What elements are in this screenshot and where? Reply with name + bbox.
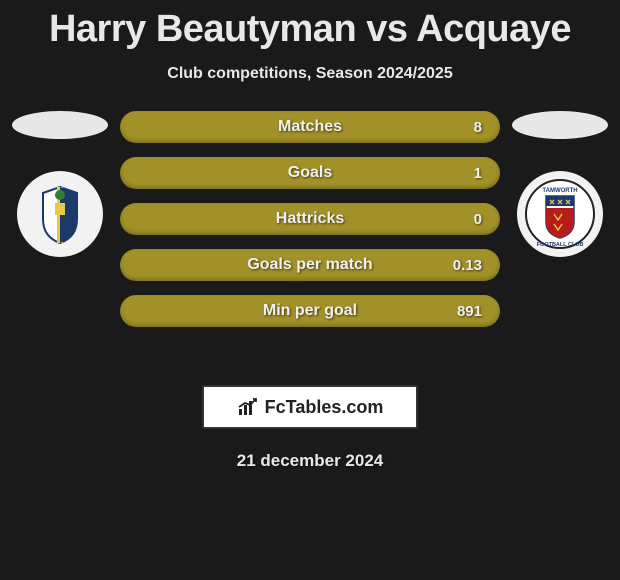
stat-value: 8 xyxy=(474,119,482,136)
stat-label: Hattricks xyxy=(276,210,344,228)
stat-bar: Matches 8 xyxy=(120,111,500,143)
brand-prefix: Fc xyxy=(265,397,286,417)
right-player-ellipse xyxy=(512,111,608,139)
left-club-crest xyxy=(17,171,103,257)
stat-bar: Goals 1 xyxy=(120,157,500,189)
chart-icon xyxy=(237,397,259,417)
right-player-column: TAMWORTH FOOTBALL CLUB xyxy=(500,107,620,257)
svg-text:FOOTBALL CLUB: FOOTBALL CLUB xyxy=(537,242,584,248)
brand-box: FcTables.com xyxy=(202,385,418,429)
stat-label: Matches xyxy=(278,118,342,136)
stat-bars: Matches 8 Goals 1 Hattricks 0 Goals per … xyxy=(120,107,500,327)
left-crest-svg xyxy=(25,179,95,249)
stat-label: Goals xyxy=(288,164,332,182)
stat-value: 1 xyxy=(474,165,482,182)
page-title: Harry Beautyman vs Acquaye xyxy=(0,0,620,51)
stat-label: Goals per match xyxy=(247,256,372,274)
left-player-ellipse xyxy=(12,111,108,139)
stat-bar: Min per goal 891 xyxy=(120,295,500,327)
stat-value: 891 xyxy=(457,303,482,320)
comparison-panel: Matches 8 Goals 1 Hattricks 0 Goals per … xyxy=(0,107,620,367)
brand-suffix: .com xyxy=(341,397,383,417)
stat-bar: Goals per match 0.13 xyxy=(120,249,500,281)
stat-label: Min per goal xyxy=(263,302,357,320)
date-text: 21 december 2024 xyxy=(0,451,620,471)
stat-bar: Hattricks 0 xyxy=(120,203,500,235)
right-club-crest: TAMWORTH FOOTBALL CLUB xyxy=(517,171,603,257)
right-crest-svg: TAMWORTH FOOTBALL CLUB xyxy=(524,178,596,250)
stat-value: 0 xyxy=(474,211,482,228)
subtitle: Club competitions, Season 2024/2025 xyxy=(0,65,620,83)
brand-text: FcTables.com xyxy=(265,397,384,418)
left-player-column xyxy=(0,107,120,257)
stat-value: 0.13 xyxy=(453,257,482,274)
svg-text:TAMWORTH: TAMWORTH xyxy=(542,188,577,194)
brand-main: Tables xyxy=(286,397,342,417)
